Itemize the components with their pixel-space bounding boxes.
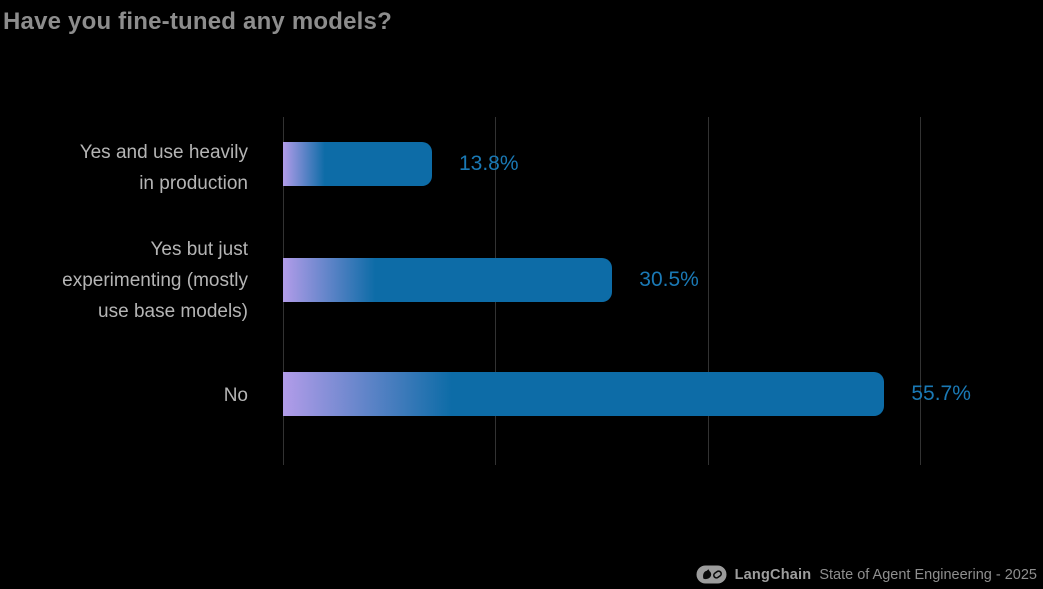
category-label: Yes and use heavily in production: [0, 137, 248, 199]
category-labels: Yes and use heavily in production Yes but …: [0, 0, 248, 589]
source-text: State of Agent Engineering - 2025: [819, 566, 1037, 583]
category-label: No: [0, 380, 248, 411]
footer: LangChain State of Agent Engineering - 2…: [696, 565, 1037, 584]
category-label-line: in production: [139, 173, 248, 194]
value-label: 13.8%: [458, 152, 519, 175]
brand-name: LangChain: [734, 566, 812, 583]
bar: [283, 142, 432, 186]
category-label-line: experimenting (mostly: [62, 270, 248, 291]
category-label-line: Yes and use heavily: [79, 142, 248, 163]
chart-title: Have you fine-tuned any models?: [3, 8, 392, 35]
gridline: [920, 117, 921, 465]
bar: [283, 372, 885, 416]
gridline: [707, 117, 709, 465]
category-label-line: use base models): [98, 301, 248, 322]
plot-area: 13.8% 30.5% 55.7%: [283, 117, 971, 465]
category-label-line: No: [223, 385, 248, 406]
value-label: 30.5%: [639, 268, 699, 291]
value-label: 55.7%: [911, 382, 971, 405]
category-label-line: Yes but just: [150, 239, 248, 260]
langchain-logo-icon: [696, 565, 727, 584]
bar: [283, 258, 613, 302]
category-label: Yes but just experimenting (mostly use bas…: [0, 234, 248, 327]
